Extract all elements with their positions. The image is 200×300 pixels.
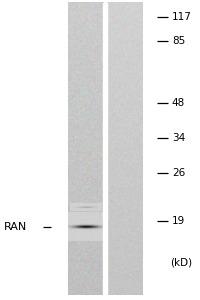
Text: (kD): (kD) [169, 257, 191, 268]
Text: 48: 48 [171, 98, 184, 109]
Text: 85: 85 [171, 35, 184, 46]
Text: 117: 117 [171, 11, 191, 22]
Text: RAN: RAN [3, 221, 27, 232]
Text: 34: 34 [171, 133, 184, 143]
Text: 26: 26 [171, 167, 184, 178]
Text: 19: 19 [171, 215, 184, 226]
Bar [102, 3, 106, 296]
